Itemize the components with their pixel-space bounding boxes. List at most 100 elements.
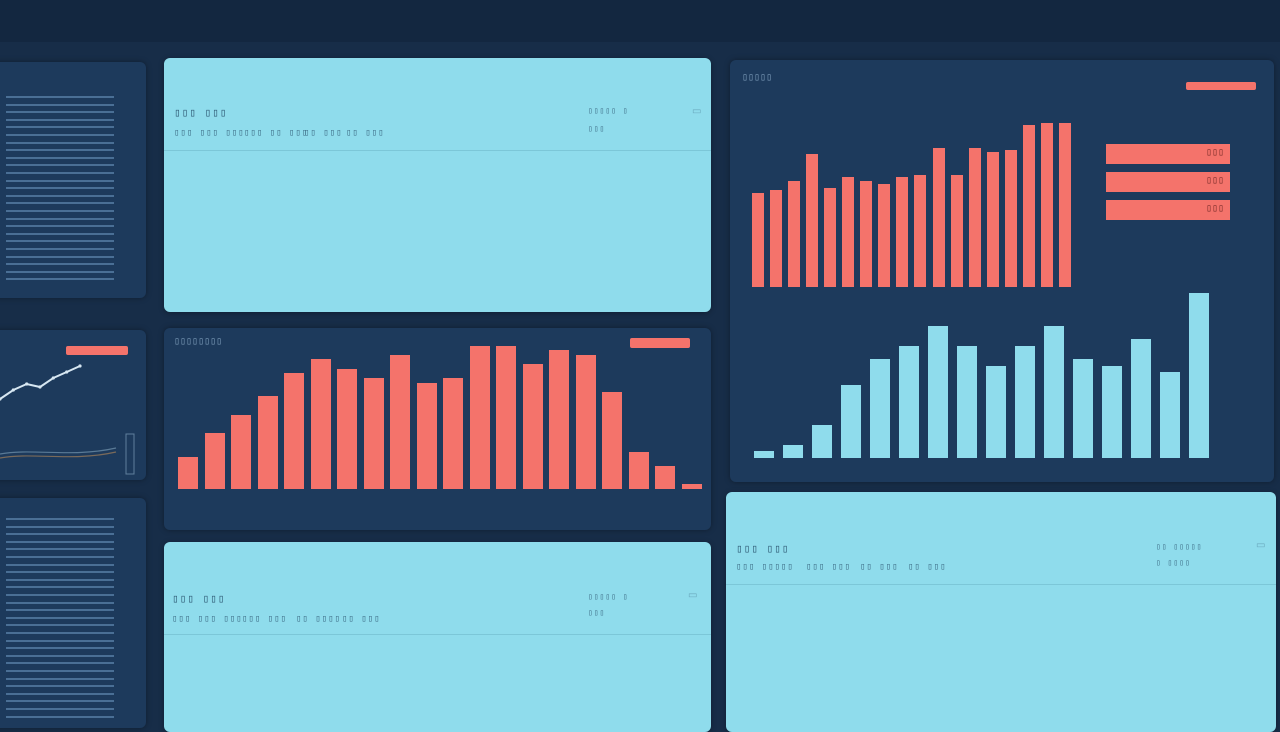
bar-17[interactable] (602, 391, 622, 489)
bar-14[interactable] (522, 364, 543, 489)
bar-6[interactable] (899, 345, 919, 458)
list-line (6, 134, 114, 136)
bar-8[interactable] (957, 345, 977, 458)
list-line (6, 255, 114, 258)
scroll-indicator[interactable] (125, 433, 135, 475)
list-line (6, 677, 114, 680)
chart-title: ▯▯▯▯▯▯▯▯ (174, 336, 223, 347)
bar-15[interactable] (549, 350, 569, 489)
bar-10[interactable] (1015, 345, 1035, 458)
bar-1[interactable] (178, 456, 198, 489)
menu-icon[interactable]: ▭ (1256, 540, 1266, 551)
card-right-sublabel: ▯▯▯ (588, 124, 606, 133)
column-header: ▯▯ ▯▯▯ (908, 562, 947, 572)
info-card-bottom-right[interactable]: ▯▯▯ ▯▯▯ ▯▯▯ ▯▯▯▯▯ ▯▯▯ ▯▯▯ ▯▯ ▯▯▯ ▯▯ ▯▯▯ … (726, 492, 1276, 732)
bar-13[interactable] (968, 147, 981, 287)
bar-2[interactable] (204, 433, 225, 489)
bar-13[interactable] (496, 345, 516, 489)
bar-9[interactable] (390, 354, 410, 489)
list-line (6, 609, 114, 612)
bar-12[interactable] (1073, 358, 1093, 458)
card-divider (726, 584, 1276, 585)
list-line (6, 111, 114, 114)
bar-14[interactable] (986, 152, 999, 287)
list-lines (6, 518, 114, 718)
bar-6[interactable] (310, 359, 331, 489)
bar-4[interactable] (806, 154, 819, 287)
list-line (6, 692, 114, 695)
bar-9[interactable] (896, 176, 909, 287)
bar-16[interactable] (1189, 292, 1209, 458)
bar-4[interactable] (257, 396, 278, 489)
info-card-bottom-left[interactable]: ▯▯▯ ▯▯▯ ▯▯▯ ▯▯▯ ▯▯▯ ▯▯▯ ▯▯▯ ▯▯ ▯▯▯▯ ▯▯ ▯… (164, 542, 711, 732)
bar-1[interactable] (754, 451, 774, 458)
bar-11[interactable] (1044, 325, 1064, 458)
chart-title: ▯▯▯▯▯ (742, 72, 773, 83)
bar-1[interactable] (752, 192, 764, 287)
line-point (78, 364, 82, 368)
list-line (6, 172, 114, 174)
list-line (6, 556, 114, 558)
trend-line (0, 451, 117, 459)
bar-3[interactable] (812, 424, 832, 458)
analytics-chart-panel: ▯▯▯▯▯ ▯▯▯ ▯▯▯ ▯▯▯ (730, 60, 1274, 482)
bar-13[interactable] (1102, 365, 1122, 458)
list-line (6, 278, 114, 281)
bar-2[interactable] (783, 444, 803, 458)
bar-12[interactable] (469, 345, 490, 489)
bar-16[interactable] (1022, 125, 1035, 287)
bar-11[interactable] (443, 377, 463, 489)
bar-18[interactable] (628, 451, 649, 489)
bar-18[interactable] (1058, 122, 1071, 287)
bar-10[interactable] (914, 174, 927, 287)
list-line (6, 270, 114, 273)
menu-icon[interactable]: ▭ (688, 590, 698, 601)
bar-5[interactable] (284, 373, 304, 489)
bar-8[interactable] (363, 377, 384, 489)
list-line (6, 202, 114, 205)
bar-16[interactable] (575, 354, 596, 489)
list-line (6, 210, 114, 212)
legend-value: ▯▯▯ (1205, 147, 1224, 158)
bar-4[interactable] (841, 385, 861, 458)
bar-15[interactable] (1160, 372, 1180, 458)
list-line (6, 540, 114, 543)
bar-14[interactable] (1131, 339, 1151, 458)
bar-17[interactable] (1040, 122, 1053, 287)
column-header: ▯▯ ▯▯▯▯ (296, 614, 341, 624)
bar-5[interactable] (824, 188, 837, 287)
bar-7[interactable] (928, 325, 948, 458)
bar-19[interactable] (655, 465, 675, 489)
list-line (6, 563, 114, 566)
bar-9[interactable] (986, 365, 1006, 458)
list-line (6, 96, 114, 98)
legend-item[interactable]: ▯▯▯ (1106, 144, 1230, 164)
bar-8[interactable] (878, 183, 891, 287)
line-chart (0, 364, 135, 475)
bar-11[interactable] (932, 147, 945, 287)
list-line (6, 616, 114, 619)
info-card-top[interactable]: ▯▯▯ ▯▯▯ ▯▯▯ ▯▯▯ ▯▯▯ ▯▯▯ ▯▯ ▯▯▯ ▯▯ ▯▯▯ ▯▯… (164, 58, 711, 312)
bar-15[interactable] (1004, 149, 1017, 287)
legend-item[interactable]: ▯▯▯ (1106, 200, 1230, 220)
bar-12[interactable] (950, 174, 963, 287)
bar-7[interactable] (860, 181, 873, 287)
list-line (6, 548, 114, 551)
list-lines (6, 96, 114, 286)
bar-5[interactable] (870, 358, 890, 458)
list-line (6, 263, 114, 266)
list-line (6, 700, 114, 703)
legend-item[interactable]: ▯▯▯ (1106, 172, 1230, 192)
bar-20[interactable] (681, 484, 702, 489)
chart-legend-tag (1186, 82, 1256, 90)
bar-3[interactable] (788, 181, 801, 287)
bar-2[interactable] (770, 190, 783, 287)
card-divider (164, 634, 711, 635)
bar-6[interactable] (842, 176, 855, 287)
list-line (6, 248, 114, 250)
column-header: ▯▯ ▯▯▯ (346, 128, 385, 138)
bar-7[interactable] (337, 368, 357, 489)
menu-icon[interactable]: ▭ (692, 106, 702, 117)
bar-3[interactable] (231, 414, 251, 489)
bar-10[interactable] (416, 382, 437, 489)
